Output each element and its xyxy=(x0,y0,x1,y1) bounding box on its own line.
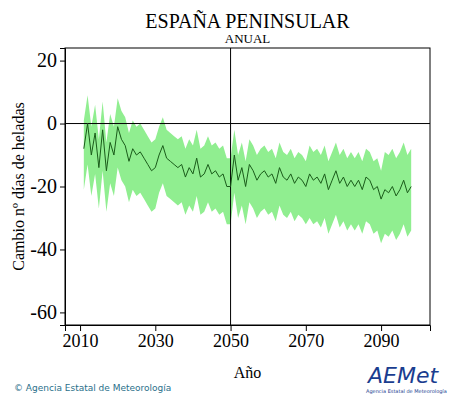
x-tick: 2030 xyxy=(138,325,174,351)
plot-frame xyxy=(65,48,430,325)
y-tick-label: -40 xyxy=(30,238,57,260)
y-tick: -20 xyxy=(30,175,65,197)
logo-caption: Agencia Estatal de Meteorología xyxy=(366,388,447,395)
y-tick-label: 0 xyxy=(47,112,57,134)
zero-line xyxy=(65,123,430,124)
y-tick-mark xyxy=(60,124,65,125)
logo: AEMet xyxy=(366,363,439,388)
y-tick-label: -60 xyxy=(30,301,57,323)
x-tick-label: 2030 xyxy=(138,331,174,351)
y-axis-title: Cambio nº días de heladas xyxy=(10,102,27,270)
y-axis: -60 -40 -20 0 20 xyxy=(30,49,65,326)
y-tick-mark xyxy=(60,249,65,250)
y-tick: -60 xyxy=(30,301,65,323)
y-axis-line xyxy=(60,49,66,326)
x-tick: 2090 xyxy=(364,325,400,351)
title: ESPAÑA PENINSULAR xyxy=(145,9,350,32)
subtitle: ANUAL xyxy=(225,31,271,46)
y-tick-label: -20 xyxy=(30,175,57,197)
x-tick-label: 2090 xyxy=(364,331,400,351)
y-tick: 20 xyxy=(37,49,65,71)
mean-line xyxy=(84,124,411,200)
x-tick-label: 2070 xyxy=(288,331,324,351)
y-tick: -40 xyxy=(30,238,65,260)
plot-area xyxy=(65,48,430,325)
y-tick-label: 20 xyxy=(37,49,57,71)
y-tick-mark xyxy=(60,312,65,313)
y-tick-mark xyxy=(60,61,65,62)
x-tick: 2070 xyxy=(288,325,324,351)
x-tick-label: 2010 xyxy=(63,331,99,351)
x-tick: 2010 xyxy=(63,325,99,351)
y-tick-mark xyxy=(60,187,65,188)
footer: © Agencia Estatal de Meteorología xyxy=(14,383,171,393)
chart: -60 -40 -20 0 20 2010 2030 2050 2070 2090 ESPAÑA P… xyxy=(0,0,450,398)
x-axis-title: Año xyxy=(234,364,262,381)
x-tick-label: 2050 xyxy=(213,331,249,351)
x-tick: 2050 xyxy=(213,325,249,351)
x-axis: 2010 2030 2050 2070 2090 xyxy=(63,325,431,351)
y-tick: 0 xyxy=(47,112,65,134)
range-band xyxy=(84,95,411,243)
